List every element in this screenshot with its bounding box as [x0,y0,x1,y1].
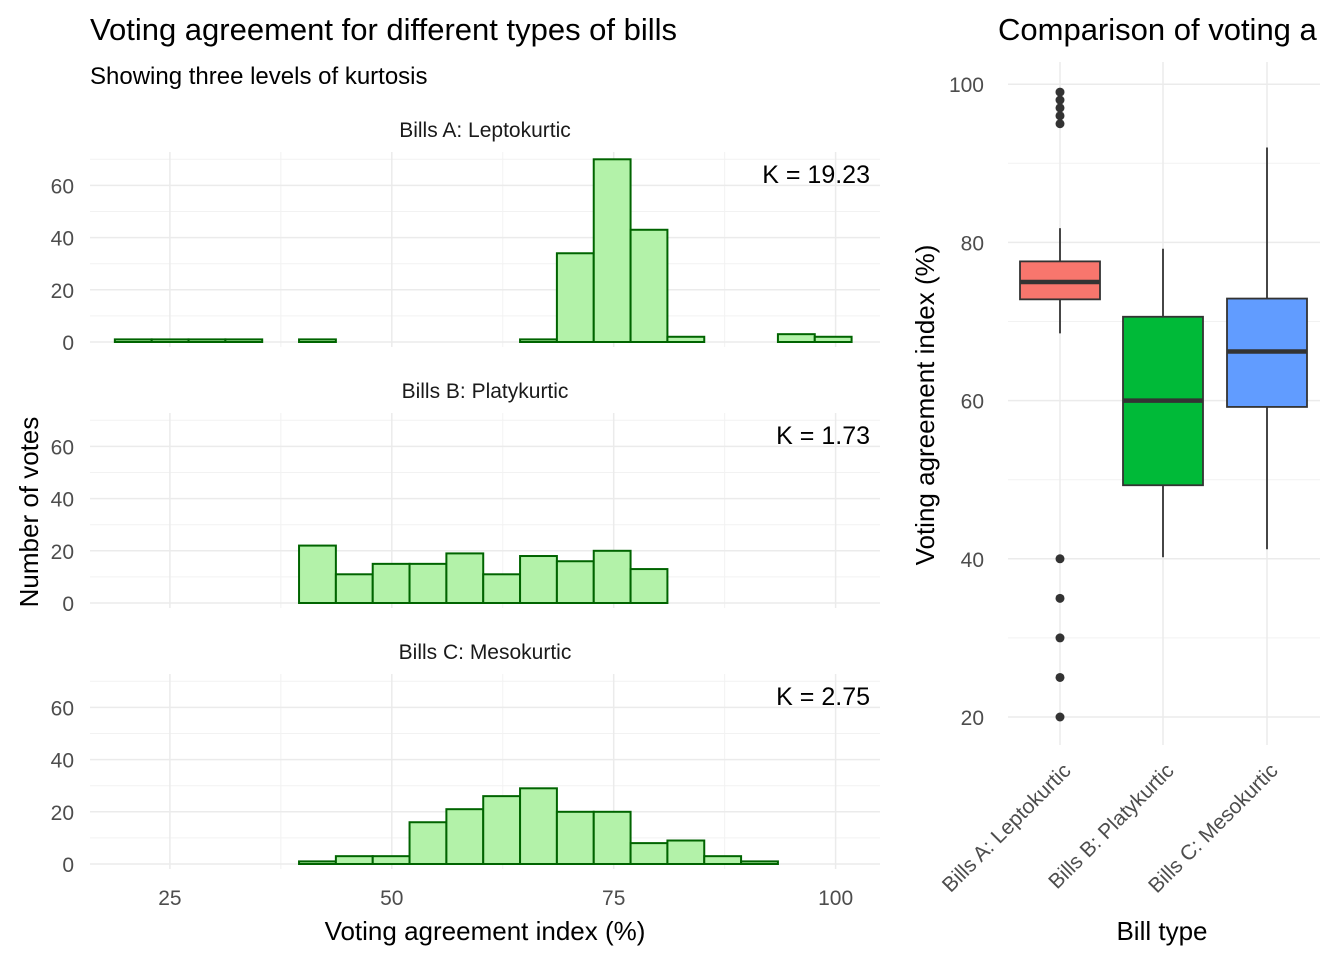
boxplot-outlier [1055,593,1065,603]
histogram-bar [334,855,374,865]
facet-strip-label: Bills B: Platykurtic [402,380,569,403]
histogram-bar [776,333,816,344]
kurtosis-annotation: K = 1.73 [776,422,870,450]
boxplot-outlier [1055,672,1065,682]
facet-strip-label: Bills C: Mesokurtic [399,641,572,664]
boxplot-outlier [1055,103,1065,113]
histogram-subtitle: Showing three levels of kurtosis [90,63,428,90]
histogram-bar [371,855,411,865]
boxplot-x-axis-label: Bill type [1116,916,1207,946]
histogram-bar [592,158,632,343]
y-tick-label: 20 [961,707,984,730]
histogram-bar [408,821,448,865]
histogram-bar [113,338,153,344]
y-tick-label: 80 [961,232,984,255]
histogram-bar [519,787,558,865]
histogram-facet-3: Bills C: Mesokurtic 0 20 40 60 K = 2.75 [51,641,880,877]
histogram-bar [813,335,853,343]
y-tick-label: 60 [51,436,74,459]
boxplot-title: Comparison of voting a [998,12,1318,47]
histogram-bar [555,560,595,604]
histogram-bar [482,795,522,866]
histogram-bar [519,338,558,344]
histogram-bar [629,568,669,605]
histogram-bar [592,810,632,865]
y-tick-label: 0 [62,332,74,355]
histogram-bar [298,338,337,344]
y-tick-label: 0 [62,854,74,877]
histogram-bar [555,252,595,343]
histogram-bar [703,855,743,865]
histogram-bar [298,544,337,605]
y-tick-label: 60 [961,391,984,414]
histogram-bar [150,338,190,344]
y-tick-label: 20 [51,541,74,564]
x-tick-label: 25 [158,887,181,910]
y-tick-label: 20 [51,280,74,303]
boxplot-outlier [1055,633,1065,643]
boxplot-outlier [1055,87,1065,97]
boxplot-outlier [1055,554,1065,564]
histogram-x-axis-label: Voting agreement index (%) [325,916,646,946]
histogram-bar [224,338,264,344]
histogram-bar [298,860,337,866]
x-tick-label: 50 [380,887,403,910]
histogram-facet-1: Bills A: Leptokurtic 0 20 40 60 K = 19.23 [51,119,880,355]
histogram-facet-2: Bills B: Platykurtic 0 20 40 60 K = 1.73 [51,380,880,616]
boxplot-y-axis-label: Voting agreement index (%) [910,245,940,566]
y-tick-label: 40 [51,489,74,512]
x-tick-label: 100 [818,887,853,910]
y-tick-label: 0 [62,593,74,616]
boxplot-outlier [1055,95,1065,105]
histogram-bar [187,338,227,344]
histogram-bar [519,555,558,605]
histogram-bar [629,228,669,344]
y-tick-label: 60 [51,175,74,198]
y-tick-label: 20 [51,802,74,825]
histogram-title: Voting agreement for different types of … [90,12,677,47]
histogram-bar [445,808,485,866]
histogram-bar [629,842,669,865]
histogram-bar [740,860,779,866]
y-tick-label: 40 [51,750,74,773]
histogram-bar [445,552,485,604]
histogram-bar [555,810,595,865]
histogram-bar [592,549,632,604]
boxplot-box-2: Bills B: Platykurtic [1044,248,1204,894]
histogram-bar [666,335,706,343]
histogram-bar [482,573,522,604]
y-tick-label: 60 [51,697,74,720]
histogram-bar [666,839,706,866]
boxplot-outlier [1055,712,1065,722]
y-tick-label: 40 [961,549,984,572]
histogram-bar [408,562,448,604]
y-tick-label: 40 [51,228,74,251]
facet-strip-label: Bills A: Leptokurtic [399,119,571,142]
histogram-y-axis-label: Number of votes [14,417,44,608]
histogram-bar [334,573,374,604]
y-tick-label: 100 [949,74,984,97]
kurtosis-annotation: K = 19.23 [762,161,870,189]
boxplot-box-1: Bills A: Leptokurtic [938,87,1101,897]
histogram-bar [371,562,411,604]
boxplot-outlier [1055,119,1065,129]
kurtosis-annotation: K = 2.75 [776,683,870,711]
x-tick-label: 75 [602,887,625,910]
boxplot-outlier [1055,111,1065,121]
